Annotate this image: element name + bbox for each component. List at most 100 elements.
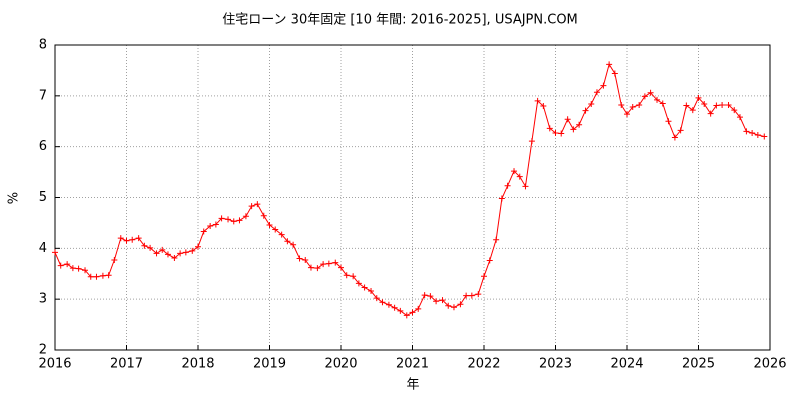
marker — [761, 133, 768, 140]
marker — [677, 127, 684, 134]
marker — [618, 101, 625, 108]
chart-title: 住宅ローン 30年固定 [10 年間: 2016-2025], USAJPN.C… — [222, 13, 578, 28]
marker — [397, 307, 404, 314]
marker — [522, 183, 529, 190]
marker — [546, 125, 553, 132]
marker — [182, 249, 189, 256]
marker — [498, 195, 505, 202]
marker — [236, 217, 243, 224]
marker — [212, 221, 219, 228]
marker — [588, 100, 595, 107]
x-tick-label: 2018 — [181, 357, 214, 372]
marker — [69, 265, 76, 272]
marker — [171, 254, 178, 261]
x-tick-label: 2025 — [682, 357, 715, 372]
marker — [427, 293, 434, 300]
marker — [93, 273, 100, 280]
marker — [129, 236, 136, 243]
marker — [701, 100, 708, 107]
marker — [153, 250, 160, 257]
marker — [75, 265, 82, 272]
marker — [379, 299, 386, 306]
marker — [749, 129, 756, 136]
marker — [409, 309, 416, 316]
x-tick-label: 2017 — [110, 357, 143, 372]
marker — [421, 292, 428, 299]
marker — [320, 261, 327, 268]
marker — [278, 231, 285, 238]
marker — [302, 257, 309, 264]
x-tick-label: 2016 — [38, 357, 71, 372]
marker — [713, 102, 720, 109]
marker — [242, 213, 249, 220]
marker — [481, 273, 487, 280]
marker — [450, 304, 457, 311]
x-tick-label: 2024 — [610, 357, 643, 372]
marker — [659, 100, 666, 107]
marker — [606, 61, 613, 68]
marker — [64, 261, 71, 268]
marker — [159, 246, 166, 253]
marker — [314, 265, 321, 272]
marker — [307, 264, 314, 271]
marker — [528, 138, 535, 145]
marker — [493, 236, 500, 243]
marker — [439, 297, 446, 304]
marker — [683, 102, 690, 109]
marker — [629, 104, 636, 111]
marker — [647, 89, 654, 96]
marker — [254, 201, 261, 208]
marker — [284, 238, 291, 245]
marker — [511, 168, 518, 175]
marker — [343, 272, 350, 279]
marker — [564, 116, 571, 123]
marker — [177, 250, 184, 257]
marker — [719, 101, 726, 108]
marker — [230, 218, 237, 225]
marker — [111, 257, 118, 264]
marker — [117, 235, 124, 242]
marker — [87, 273, 94, 280]
marker — [338, 264, 344, 271]
marker — [225, 216, 232, 223]
marker — [516, 173, 523, 180]
marker — [570, 126, 577, 133]
marker — [141, 242, 148, 249]
y-tick-label: 6 — [39, 139, 47, 154]
y-tick-label: 7 — [39, 88, 47, 103]
marker — [82, 267, 89, 274]
marker — [611, 70, 618, 77]
marker — [600, 82, 607, 89]
y-tick-label: 5 — [39, 190, 47, 205]
plot-frame — [54, 44, 771, 351]
marker — [123, 237, 130, 244]
line — [54, 63, 765, 317]
x-tick-label: 2019 — [253, 357, 286, 372]
marker — [754, 131, 761, 138]
marker — [147, 244, 154, 251]
marker — [593, 89, 600, 96]
marker — [260, 212, 267, 219]
marker — [385, 301, 392, 308]
marker — [200, 228, 207, 235]
marker — [433, 298, 440, 305]
marker — [350, 273, 357, 280]
marker — [99, 272, 106, 279]
marker — [135, 235, 142, 242]
marker — [445, 302, 452, 309]
marker — [689, 107, 696, 114]
x-tick-label: 2026 — [753, 357, 786, 372]
marker — [189, 247, 196, 254]
x-tick-label: 2021 — [396, 357, 429, 372]
marker — [558, 130, 565, 137]
marker — [576, 121, 583, 128]
marker — [195, 243, 201, 250]
y-axis-label: % — [7, 192, 22, 204]
marker — [636, 101, 643, 108]
marker — [463, 292, 470, 299]
marker — [361, 284, 368, 291]
marker — [105, 272, 112, 279]
y-tick-label: 4 — [39, 241, 47, 256]
marker — [707, 110, 714, 117]
